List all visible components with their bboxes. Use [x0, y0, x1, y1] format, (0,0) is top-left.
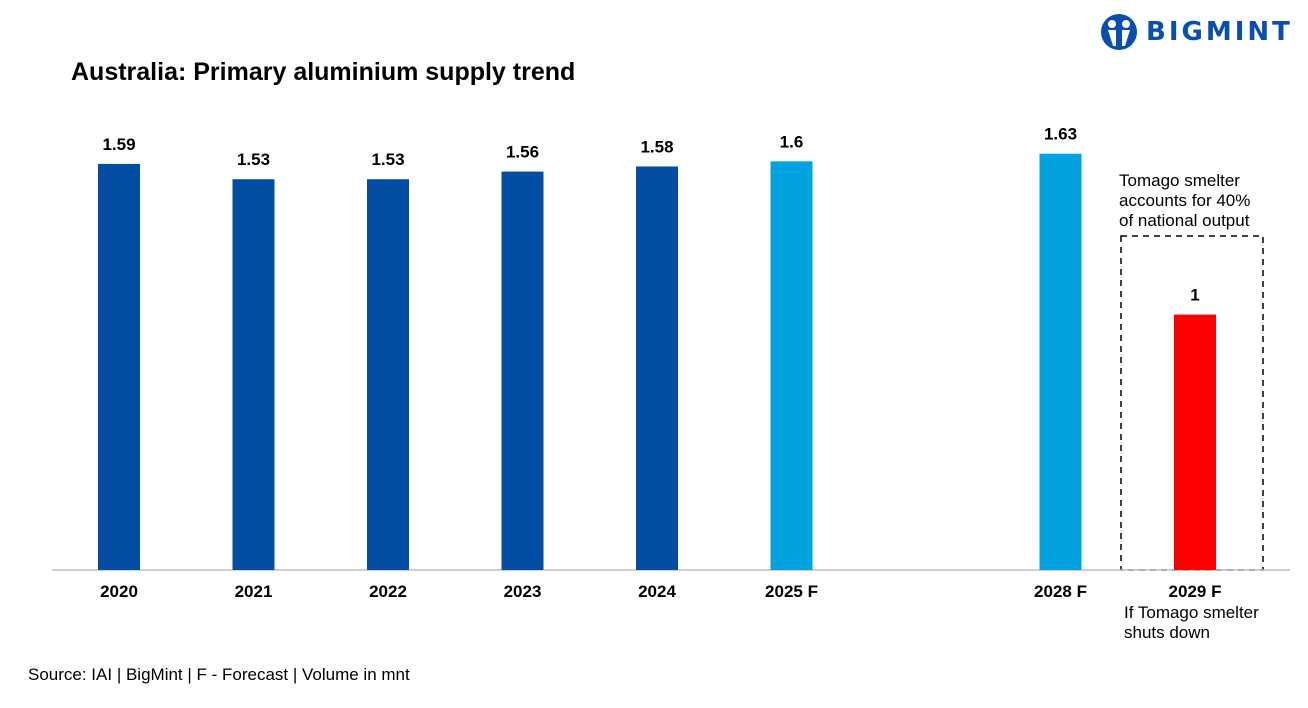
x-tick-label: 2029 F	[1169, 582, 1222, 601]
bar-2021	[232, 179, 275, 570]
data-label: 1.56	[506, 143, 539, 162]
chart-title: Australia: Primary aluminium supply tren…	[71, 58, 576, 86]
bigmint-logo-text: BIGMINT	[1146, 17, 1293, 47]
bar-2023	[501, 171, 544, 571]
bar-2028F	[1039, 153, 1082, 570]
tomago-annotation: Tomago smelter accounts for 40% of natio…	[1119, 171, 1251, 230]
x-tick-label: 2024	[638, 582, 676, 601]
x-tick-label: 2025 F	[765, 582, 818, 601]
bar-2025F	[770, 161, 813, 571]
data-label: 1.58	[640, 137, 673, 156]
source-note: Source: IAI | BigMint | F - Forecast | V…	[28, 665, 410, 684]
data-label: 1	[1190, 286, 1199, 305]
bigmint-logo-icon	[1101, 14, 1137, 50]
bar-2024	[636, 166, 678, 570]
scenario-dashed-box	[1120, 235, 1264, 571]
x-tick-label: 2028 F	[1034, 582, 1087, 601]
bar-2022	[367, 179, 409, 570]
data-label: 1.53	[237, 150, 270, 169]
data-label: 1.63	[1044, 125, 1077, 144]
x-tick-label: 2022	[369, 582, 407, 601]
bar-2029F	[1174, 314, 1216, 570]
bigmint-logo: BIGMINT	[1100, 12, 1293, 52]
x-tick-label: 2023	[504, 582, 542, 601]
data-label: 1.6	[780, 132, 804, 151]
bar-2020	[98, 163, 140, 570]
data-label: 1.53	[371, 150, 404, 169]
x-tick-label: 2021	[235, 582, 273, 601]
category-note: If Tomago smelter shuts down	[1124, 603, 1259, 642]
x-tick-label: 2020	[100, 582, 138, 601]
data-label: 1.59	[102, 135, 135, 154]
